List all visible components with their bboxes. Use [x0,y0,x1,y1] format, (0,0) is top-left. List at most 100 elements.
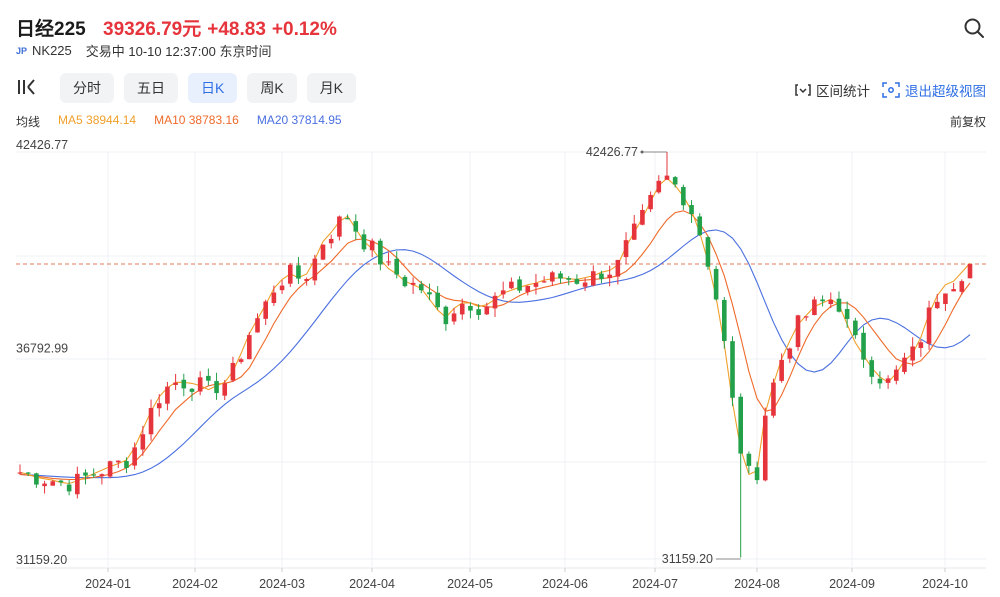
search-icon[interactable] [962,16,986,40]
candle-body [623,240,629,258]
candle-body [255,318,260,333]
ma5-line [19,177,971,485]
min-annotation: 31159.20 [662,552,713,566]
candle-body [181,379,187,389]
sub-header: JP NK225 交易中 10-10 12:37:00 东京时间 [16,41,271,60]
tab-daily-k[interactable]: 日K [188,73,238,103]
interval-stats-button[interactable]: 区间统计 [794,80,870,100]
candle-body [75,473,80,495]
candle-body [738,396,743,454]
tab-monthly-k[interactable]: 月K [306,73,357,103]
candle-body [607,274,612,279]
chart-tools: 区间统计 退出超级视图 [794,80,986,100]
candle-body [443,306,449,325]
x-tick-label: 2024-07 [632,577,678,591]
candle-body [214,381,219,394]
max-dot [640,150,644,154]
candle-body [541,281,547,283]
market-flag: JP [16,45,28,56]
candle-body [787,348,793,359]
candle-body [869,360,875,377]
candle-body [902,357,907,372]
candle-body [558,273,563,279]
candle-body [173,382,178,385]
ma-legend: 均线 MA5 38944.14 MA10 38783.16 MA20 37814… [16,113,342,130]
candle-body [427,292,432,295]
candle-body [746,453,752,466]
tab-intraday[interactable]: 分时 [60,73,114,103]
y-tick-label: 31159.20 [16,553,67,567]
candle-body [877,378,883,384]
candle-body [910,346,915,361]
candle-body [247,335,252,360]
current-price: 39326.79元 [103,19,202,40]
candle-body [599,273,604,280]
candle-body [820,299,825,302]
ma5-value: MA5 38944.14 [58,113,137,127]
candle-body [206,375,211,381]
price-adjust-button[interactable]: 前复权 [949,115,986,129]
candle-body [574,278,580,284]
candle-body [615,259,621,277]
candle-body [337,216,342,237]
candle-body [402,276,408,287]
candle-body [861,332,866,360]
candle-body [435,292,440,308]
candle-body [304,278,309,282]
max-annotation: 42426.77 [586,145,638,159]
candle-body [550,272,555,282]
trading-status: 交易中 10-10 12:37:00 东京时间 [85,44,272,59]
x-tick-label: 2024-09 [829,577,875,591]
candle-body [885,378,891,383]
candle-body [107,461,113,477]
exit-super-view-button[interactable]: 退出超级视图 [882,80,986,100]
candlestick-toggle-icon[interactable] [16,78,36,96]
y-tick-label: 36792.99 [16,342,68,356]
candle-body [99,474,105,477]
candle-body [648,194,653,210]
price-change: +48.83 [207,19,266,40]
interval-stats-label: 区间统计 [816,84,870,99]
candle-body [664,175,670,180]
candle-body [689,205,694,215]
candle-body [631,223,637,240]
candle-body [353,221,359,232]
candle-body [328,238,334,244]
y-tick-label: 42426.77 [16,138,68,152]
candle-body [492,295,498,309]
candle-body [418,284,424,291]
ma-label: 均线 [16,115,41,129]
candle-body [222,383,228,396]
x-tick-label: 2024-01 [85,577,131,591]
candle-body [828,299,834,305]
candle-body [83,472,88,476]
candle-body [943,293,948,304]
candle-body [681,187,686,206]
x-tick-label: 2024-10 [922,577,968,591]
candle-body [115,460,121,463]
candle-body [509,281,514,289]
candle-body [722,299,727,341]
candle-body [697,216,703,236]
candle-body [951,289,956,292]
candle-body [238,359,244,362]
candle-body [566,278,572,280]
tab-weekly-k[interactable]: 周K [247,73,297,103]
candle-body [296,265,301,279]
candle-body [500,290,506,295]
price-change-pct: +0.12% [271,19,337,40]
bracket-icon [795,84,811,96]
candle-body [656,180,662,193]
candle-body [386,261,391,263]
exit-fullscreen-icon [882,82,900,98]
period-tabs: 分时 五日 日K 周K 月K [60,73,357,103]
ma10-line [19,210,971,481]
candle-body [730,341,735,398]
candle-body [140,434,146,450]
candle-body [156,403,162,409]
candle-body [189,388,195,392]
index-title: 日经225 [16,19,86,40]
tab-five-day[interactable]: 五日 [124,73,178,103]
x-tick-label: 2024-04 [349,577,395,591]
